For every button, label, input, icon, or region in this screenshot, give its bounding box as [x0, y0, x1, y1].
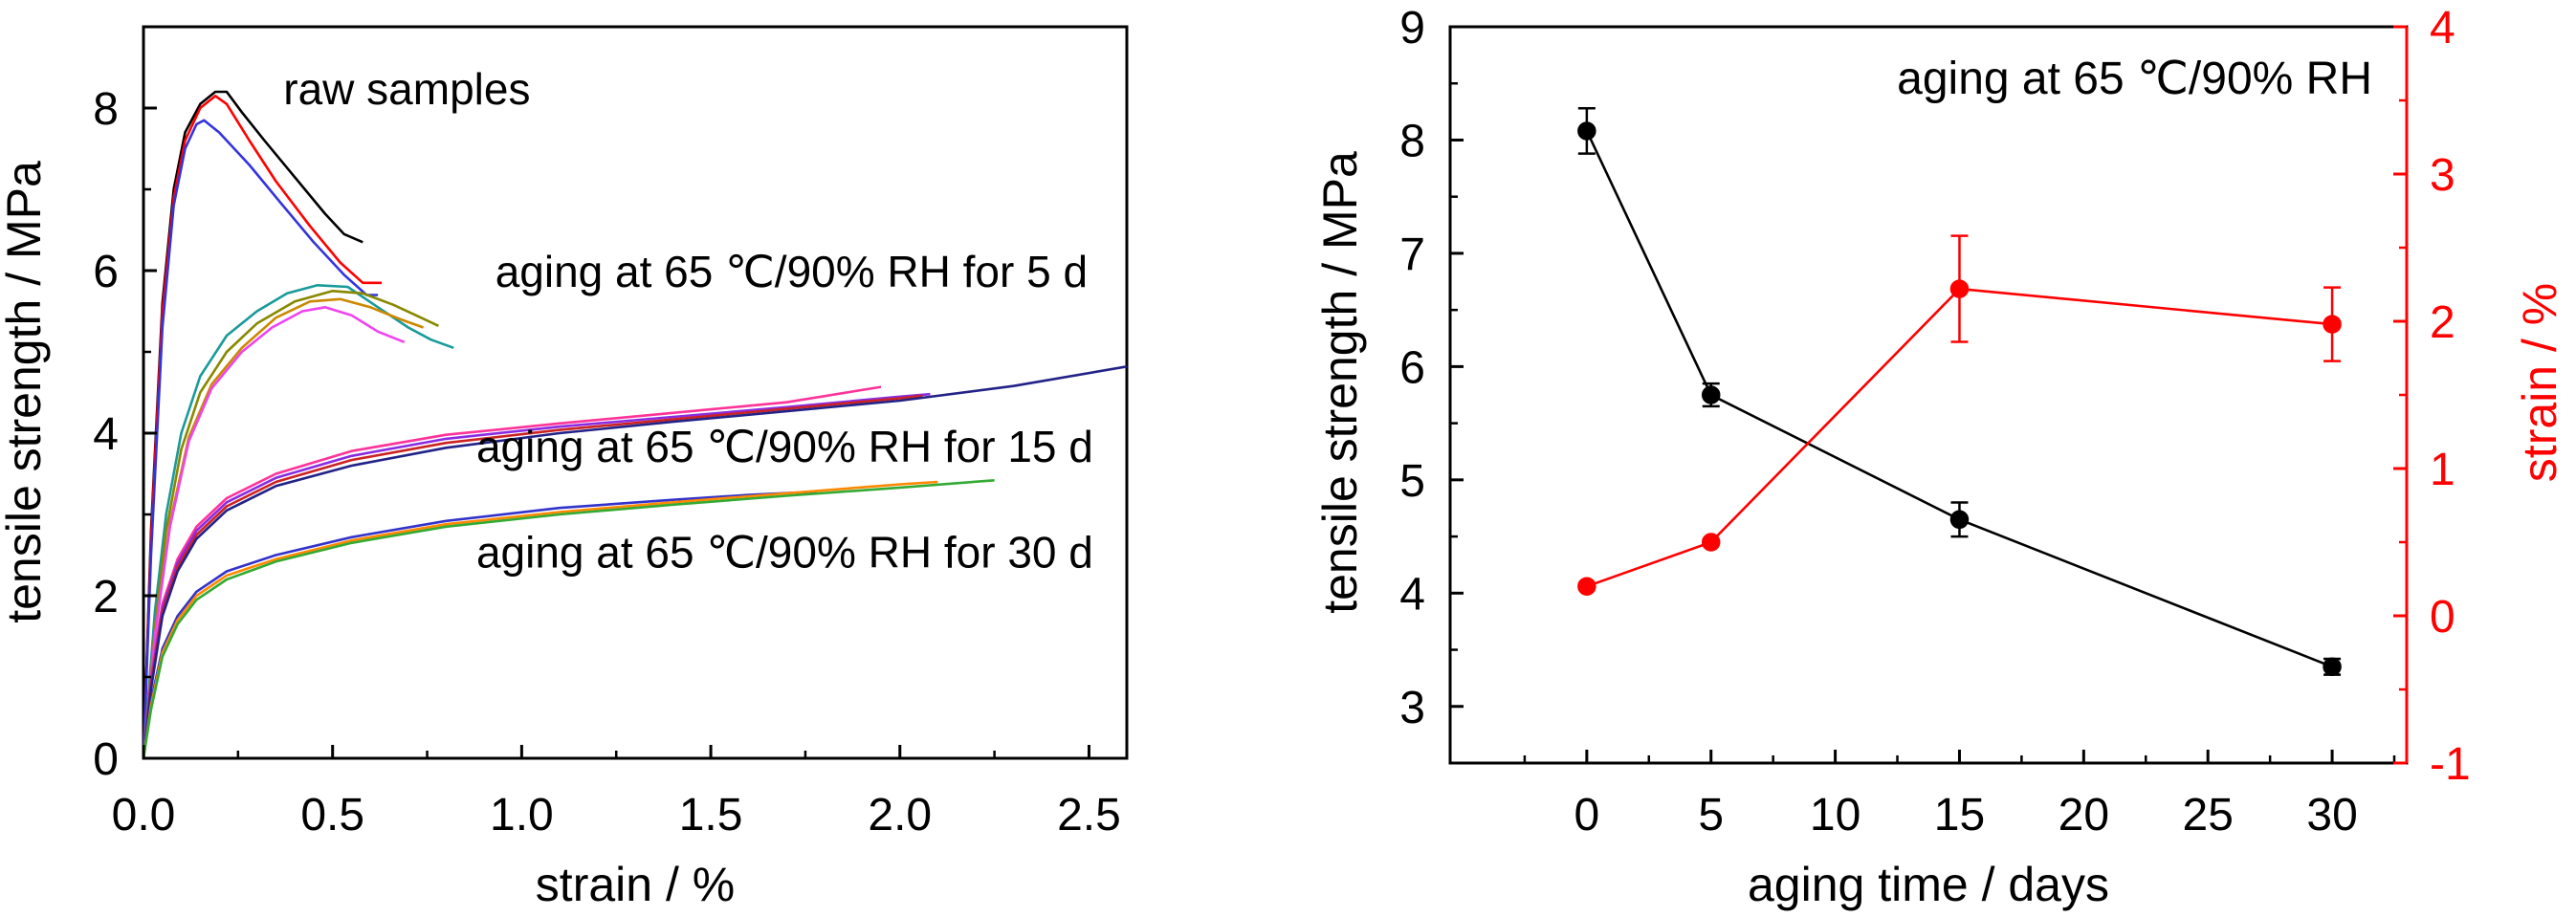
stress-strain-curve-6 — [142, 297, 425, 759]
left-annotation-1: raw samples — [283, 64, 530, 114]
strain-point — [1949, 279, 1970, 298]
left-x-tick-label: 2.5 — [1057, 790, 1121, 841]
stress-strain-curve-4 — [142, 284, 454, 759]
left-y-tick-label: 6 — [93, 247, 119, 297]
left-x-tick-label: 0.0 — [112, 790, 176, 841]
stress-strain-curve-13 — [142, 480, 938, 759]
right-chart-title: aging at 65 ℃/90% RH — [1897, 54, 2372, 104]
right-left-y-axis-label: tensile strength / MPa — [1313, 151, 1367, 614]
strain-point — [1577, 577, 1596, 596]
right-left-y-tick-label: 3 — [1399, 683, 1425, 733]
right-x-tick-label: 30 — [2306, 790, 2357, 841]
right-x-tick-label: 10 — [1810, 790, 1860, 841]
tensile-strength-point — [2323, 657, 2342, 677]
left-plot-area — [142, 25, 1129, 760]
tensile-strength-point — [1949, 510, 1970, 530]
left-y-tick-label: 0 — [93, 734, 119, 785]
tensile-strength-point — [1701, 385, 1721, 404]
left-annotation-3: aging at 65 ℃/90% RH for 15 d — [476, 422, 1093, 471]
right-data-marks — [1577, 107, 2342, 677]
right-right-y-axis-label: strain / % — [2513, 283, 2566, 482]
left-x-ticks: 0.0 0.5 1.0 1.5 2.0 2.5 — [112, 745, 1121, 841]
stress-strain-curve-12 — [142, 490, 817, 759]
right-left-y-tick-label: 8 — [1399, 116, 1425, 166]
right-right-y-tick-label: 0 — [2430, 592, 2455, 643]
left-curves — [142, 90, 1128, 759]
left-x-tick-label: 1.5 — [679, 790, 743, 841]
right-left-y-tick-label: 7 — [1399, 229, 1425, 280]
right-x-tick-label: 25 — [2183, 790, 2234, 841]
right-x-tick-label: 20 — [2059, 790, 2109, 841]
strain-line — [1586, 287, 2333, 588]
stress-strain-curve-3 — [142, 119, 379, 759]
right-left-y-ticks: 3 4 5 6 7 8 9 — [1399, 3, 1464, 765]
left-y-tick-label: 4 — [93, 409, 119, 460]
right-x-tick-label: 15 — [1934, 790, 1985, 841]
right-right-y-tick-label: 4 — [2430, 3, 2455, 54]
stress-strain-curve-11 — [142, 365, 1128, 759]
left-y-tick-label: 2 — [93, 572, 119, 622]
right-x-axis-label: aging time / days — [1748, 858, 2109, 911]
right-right-y-tick-label: 3 — [2430, 150, 2455, 201]
right-x-tick-label: 0 — [1574, 790, 1600, 841]
right-left-y-tick-label: 4 — [1399, 569, 1425, 620]
left-annotation-4: aging at 65 ℃/90% RH for 30 d — [476, 527, 1093, 577]
tensile-strength-point — [1577, 121, 1596, 141]
right-right-y-tick-label: -1 — [2430, 739, 2471, 790]
left-y-axis-label: tensile strength / MPa — [0, 161, 51, 623]
left-annotations: raw samples aging at 65 ℃/90% RH for 5 d a… — [283, 64, 1093, 578]
right-right-y-tick-label: 2 — [2430, 297, 2455, 348]
left-y-ticks: 0 2 4 6 8 — [93, 25, 157, 785]
left-x-axis-label: strain / % — [536, 858, 735, 911]
right-x-ticks: 0 5 10 15 20 25 30 — [1523, 750, 2396, 841]
right-left-y-tick-label: 6 — [1399, 342, 1425, 393]
left-chart: 0.0 0.5 1.0 1.5 2.0 2.5 0 2 4 6 8 raw samples agin… — [0, 25, 1129, 911]
right-left-y-tick-label: 5 — [1399, 456, 1425, 507]
right-left-y-tick-label: 9 — [1399, 3, 1425, 54]
left-x-tick-label: 1.0 — [490, 790, 554, 841]
left-annotation-2: aging at 65 ℃/90% RH for 5 d — [495, 247, 1088, 296]
stress-strain-curve-7 — [142, 306, 406, 759]
stress-strain-curve-8 — [142, 385, 882, 759]
strain-point — [2323, 315, 2342, 334]
tensile-strength-line — [1585, 130, 2333, 668]
right-right-y-tick-label: 1 — [2430, 445, 2455, 495]
stress-strain-curve-9 — [142, 392, 931, 759]
left-y-tick-label: 8 — [93, 84, 119, 135]
right-right-y-ticks: -1 0 1 2 3 4 — [2393, 3, 2471, 790]
stress-strain-curve-14 — [142, 479, 995, 759]
right-chart: 0 5 10 15 20 25 30 3 4 5 6 7 8 9 -1 0 1 2 3 4 aging at 65… — [1313, 3, 2566, 911]
left-x-tick-label: 0.5 — [300, 790, 364, 841]
strain-point — [1701, 533, 1721, 552]
stress-strain-curve-10 — [142, 394, 923, 759]
stress-strain-curve-5 — [142, 290, 439, 759]
right-x-tick-label: 5 — [1698, 790, 1724, 841]
stress-strain-curve-2 — [142, 95, 383, 759]
left-x-tick-label: 2.0 — [868, 790, 932, 841]
